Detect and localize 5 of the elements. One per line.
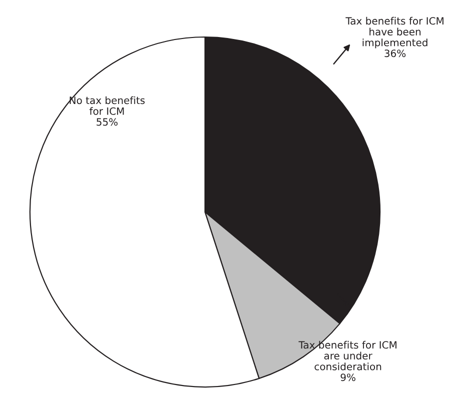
slice-label: Tax benefits for ICM have been implemented — [346, 16, 444, 48]
data-label: 9% — [340, 374, 356, 382]
data-label: 55% — [96, 118, 118, 126]
slice-label: Tax benefits for ICM are under consideration — [298, 340, 396, 370]
data-label: 36% — [384, 50, 406, 58]
